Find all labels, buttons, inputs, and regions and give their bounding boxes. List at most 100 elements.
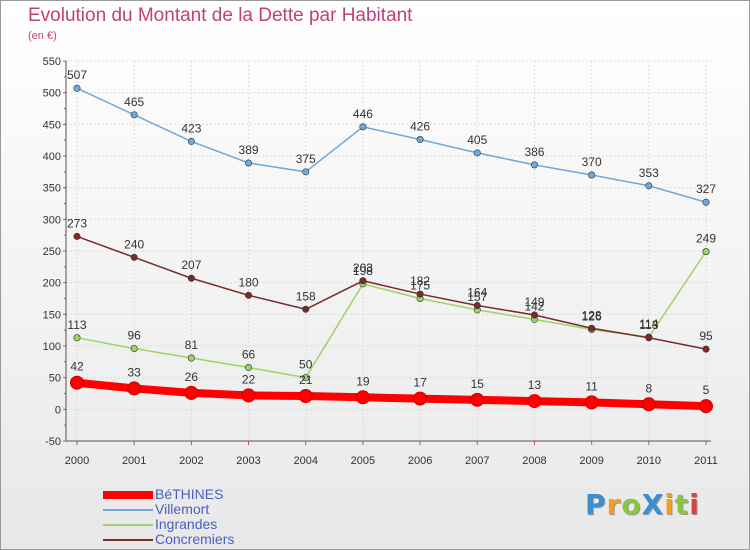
- x-tick-label: 2011: [694, 455, 718, 467]
- data-labels: 42 33 26 22 21 19 17 15 13 11 8 5 507 465 423 389 375 446…: [67, 68, 716, 397]
- series-group: [70, 84, 713, 414]
- logo-letter: t: [674, 488, 690, 521]
- data-label: 126: [582, 310, 602, 324]
- data-label: 386: [524, 145, 544, 159]
- data-point: [302, 374, 310, 382]
- legend-label: Concremiers: [155, 531, 235, 547]
- data-label: 128: [582, 308, 602, 322]
- legend-label: BéTHINES: [155, 486, 224, 502]
- data-label: 182: [410, 274, 430, 288]
- logo-letter: r: [606, 488, 622, 521]
- data-label: 21: [299, 373, 313, 387]
- data-label: 353: [639, 166, 659, 180]
- data-label: 180: [239, 275, 259, 289]
- data-label: 50: [299, 358, 313, 372]
- data-label: 142: [524, 299, 544, 313]
- data-label: 157: [467, 290, 487, 304]
- legend-swatch: [103, 524, 153, 526]
- data-point: [245, 364, 253, 372]
- data-label: 33: [128, 365, 142, 379]
- data-label: 13: [528, 378, 542, 392]
- y-tick-label: 0: [55, 404, 61, 416]
- legend-label: Ingrandes: [155, 516, 218, 532]
- data-label: 81: [185, 338, 199, 352]
- data-point: [470, 392, 485, 407]
- x-tick-label: 2006: [408, 455, 432, 467]
- y-tick-label: 350: [43, 183, 61, 195]
- data-point: [302, 305, 310, 313]
- y-tick-label: -50: [45, 436, 61, 448]
- data-point: [70, 375, 84, 390]
- series-line-concremiers: [76, 235, 707, 350]
- x-tick-label: 2004: [293, 455, 317, 467]
- data-label: 507: [67, 68, 87, 82]
- data-point: [359, 123, 367, 131]
- data-label: 113: [67, 318, 86, 332]
- data-point: [527, 394, 542, 409]
- y-tick-label: 150: [43, 309, 61, 321]
- chart-title: Evolution du Montant de la Dette par Hab…: [28, 5, 413, 26]
- data-label: 426: [410, 120, 430, 134]
- data-label: 465: [124, 95, 144, 109]
- y-tick-label: 250: [43, 246, 61, 258]
- legend-swatch: [103, 539, 153, 541]
- data-label: 149: [524, 295, 544, 309]
- legend-label: Villemort: [155, 501, 210, 517]
- data-label: 42: [70, 360, 84, 374]
- data-label: 327: [696, 182, 716, 196]
- proxiti-logo: ProXiti: [585, 488, 700, 521]
- data-point: [184, 385, 199, 400]
- y-tick-label: 500: [43, 88, 61, 100]
- data-label: 158: [296, 289, 316, 303]
- x-tick-label: 2010: [637, 455, 661, 467]
- data-point: [588, 324, 596, 332]
- data-point: [702, 198, 710, 206]
- data-point: [702, 345, 710, 353]
- x-tick-label: 2008: [522, 455, 546, 467]
- x-tick-label: 2009: [579, 455, 603, 467]
- data-label: 26: [185, 370, 199, 384]
- data-point: [187, 354, 195, 362]
- data-label: 11: [585, 379, 598, 393]
- data-label: 66: [242, 348, 256, 362]
- legend-swatch: [103, 509, 153, 511]
- data-label: 370: [582, 155, 602, 169]
- x-tick-label: 2001: [122, 455, 146, 467]
- data-point: [355, 390, 370, 405]
- data-label: 164: [467, 285, 487, 299]
- y-tick-label: 400: [43, 151, 61, 163]
- data-label: 446: [353, 107, 373, 121]
- data-point: [416, 136, 424, 144]
- grid-lines: [66, 60, 711, 442]
- data-point: [584, 395, 599, 410]
- logo-letter: o: [621, 488, 642, 521]
- data-point: [645, 334, 653, 342]
- data-point: [473, 301, 481, 309]
- data-point: [645, 182, 653, 190]
- data-point: [302, 168, 310, 176]
- x-tick-label: 2005: [351, 455, 375, 467]
- data-point: [359, 277, 367, 285]
- data-point: [73, 84, 81, 92]
- y-tick-label: 100: [43, 341, 61, 353]
- logo-letter: i: [689, 488, 700, 521]
- data-point: [130, 111, 138, 119]
- logo-letter: P: [585, 488, 607, 521]
- data-point: [73, 334, 81, 342]
- data-label: 113: [639, 318, 658, 332]
- data-label: 8: [645, 381, 652, 395]
- logo-letter: i: [664, 488, 675, 521]
- data-label: 19: [356, 374, 370, 388]
- data-point: [413, 391, 428, 406]
- data-label: 17: [413, 376, 427, 390]
- data-point: [187, 274, 195, 282]
- legend-swatch: [103, 491, 153, 499]
- data-point: [241, 388, 256, 403]
- data-label: 114: [639, 317, 658, 331]
- series-line-ingrandes: [76, 251, 707, 379]
- data-label: 22: [242, 372, 256, 386]
- data-label: 423: [181, 121, 201, 135]
- data-label: 249: [696, 232, 716, 246]
